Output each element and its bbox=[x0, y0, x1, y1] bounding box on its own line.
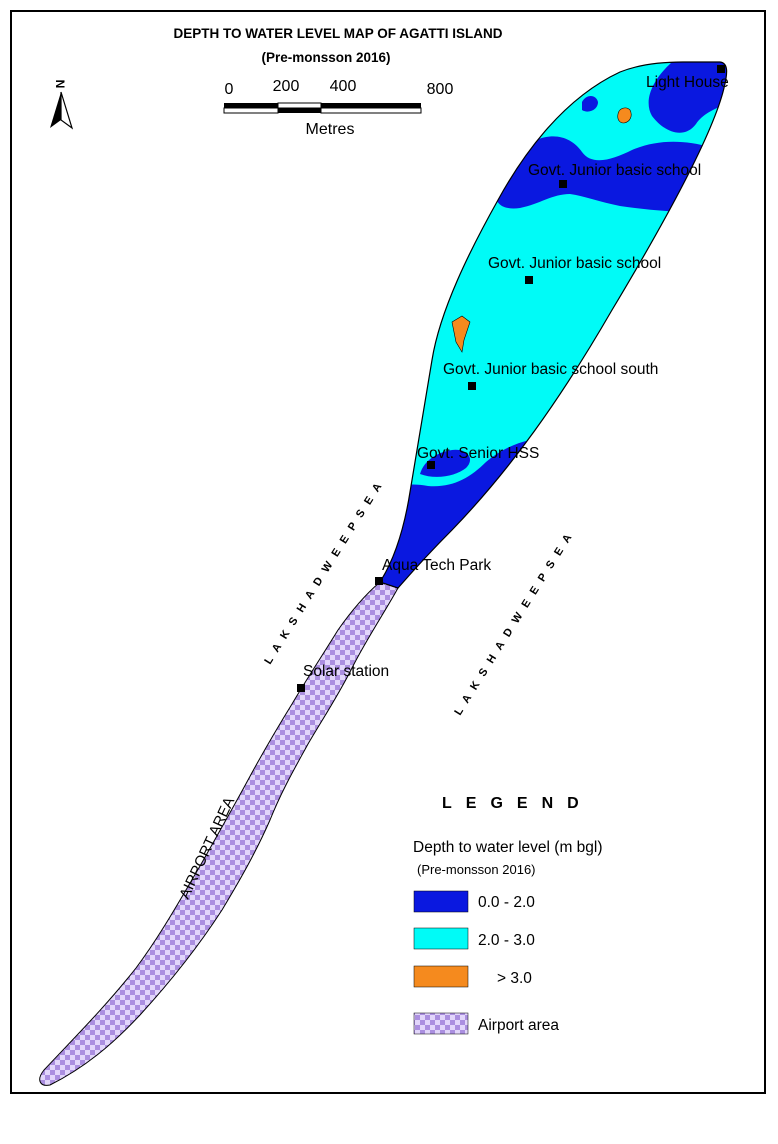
scale-unit: Metres bbox=[306, 121, 355, 138]
scale-tick-800: 800 bbox=[427, 81, 454, 98]
svg-text:Govt. Senior HSS: Govt. Senior HSS bbox=[417, 445, 539, 462]
scale-tick-200: 200 bbox=[273, 78, 300, 95]
svg-text:Aqua Tech Park: Aqua Tech Park bbox=[382, 557, 491, 574]
svg-text:Govt. Junior basic school: Govt. Junior basic school bbox=[488, 255, 661, 272]
legend-swatch-airport bbox=[413, 1012, 469, 1035]
legend-title: Depth to water level (m bgl) bbox=[413, 839, 603, 856]
svg-text:Light House: Light House bbox=[646, 74, 729, 91]
svg-text:Solar station: Solar station bbox=[303, 663, 389, 680]
map-subtitle: (Pre-monsson 2016) bbox=[261, 50, 390, 65]
svg-text:Govt. Junior basic school sout: Govt. Junior basic school south bbox=[443, 361, 658, 378]
legend-label-airport: Airport area bbox=[478, 1017, 559, 1034]
place-junior-school-2: Govt. Junior basic school bbox=[488, 255, 661, 284]
legend-label-shallow: 0.0 - 2.0 bbox=[478, 894, 535, 911]
place-senior-hss: Govt. Senior HSS bbox=[417, 445, 539, 469]
place-junior-school-south: Govt. Junior basic school south bbox=[443, 361, 658, 390]
legend-subtitle: (Pre-monsson 2016) bbox=[417, 862, 536, 877]
zone-deep-west bbox=[451, 315, 471, 353]
north-arrow-icon: N bbox=[50, 80, 74, 130]
zone-shallow-lighthouse bbox=[648, 62, 727, 133]
place-solar-station: Solar station bbox=[297, 663, 389, 692]
legend-swatch-deep bbox=[413, 965, 469, 988]
legend-heading: LEGEND bbox=[442, 795, 593, 812]
svg-text:N: N bbox=[53, 80, 67, 89]
scale-tick-400: 400 bbox=[330, 78, 357, 95]
place-junior-school-1: Govt. Junior basic school bbox=[528, 162, 701, 188]
legend-swatch-moderate bbox=[413, 927, 469, 950]
svg-text:Govt. Junior basic school: Govt. Junior basic school bbox=[528, 162, 701, 179]
scale-bar: 0 200 400 800 Metres bbox=[223, 78, 454, 138]
zone-shallow-north bbox=[582, 96, 598, 112]
airport-area bbox=[39, 581, 399, 1086]
legend-label-moderate: 2.0 - 3.0 bbox=[478, 932, 535, 949]
legend-swatch-shallow bbox=[413, 890, 469, 913]
legend-label-deep: > 3.0 bbox=[497, 970, 532, 987]
place-aqua-tech-park: Aqua Tech Park bbox=[375, 557, 491, 585]
zone-deep-north bbox=[617, 107, 632, 124]
legend: LEGEND Depth to water level (m bgl) (Pre… bbox=[413, 795, 603, 1035]
zone-shallow-hss bbox=[420, 449, 471, 477]
place-light-house: Light House bbox=[646, 65, 729, 91]
scale-tick-0: 0 bbox=[225, 81, 234, 98]
map-title: DEPTH TO WATER LEVEL MAP OF AGATTI ISLAN… bbox=[173, 26, 502, 41]
